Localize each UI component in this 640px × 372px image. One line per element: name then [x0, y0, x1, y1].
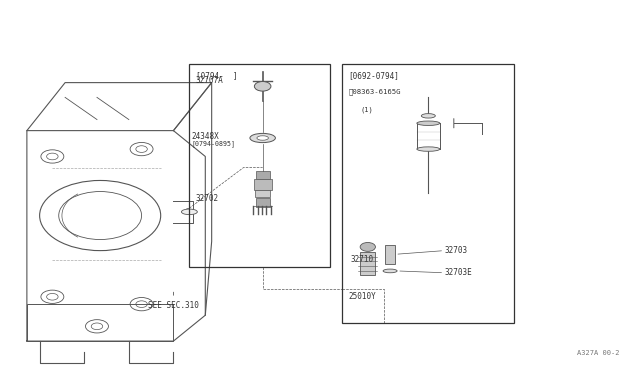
Ellipse shape: [181, 209, 197, 215]
Bar: [255, 171, 269, 179]
Text: Ⓢ08363-6165G: Ⓢ08363-6165G: [349, 88, 401, 95]
Text: 25010Y: 25010Y: [349, 292, 376, 301]
Text: 32707A: 32707A: [196, 76, 223, 85]
Ellipse shape: [417, 147, 440, 151]
Bar: [253, 179, 271, 190]
Bar: [27, 304, 173, 341]
Text: 32703E: 32703E: [444, 268, 472, 277]
Text: [0692-0794]: [0692-0794]: [349, 71, 399, 81]
Text: 32703: 32703: [444, 246, 467, 255]
Circle shape: [254, 81, 271, 91]
Text: A327A 00-2: A327A 00-2: [577, 350, 620, 356]
Text: 32710: 32710: [351, 255, 374, 264]
Bar: [255, 198, 269, 207]
Bar: [255, 190, 270, 197]
Bar: [385, 245, 395, 263]
Text: SEE SEC.310: SEE SEC.310: [148, 292, 199, 310]
Ellipse shape: [383, 269, 397, 273]
Bar: [360, 253, 376, 275]
Text: [0794-0895]: [0794-0895]: [191, 140, 236, 147]
Text: (1): (1): [360, 107, 373, 113]
Circle shape: [360, 243, 376, 251]
Ellipse shape: [257, 136, 268, 140]
Text: 32702: 32702: [196, 195, 219, 203]
Ellipse shape: [421, 113, 435, 118]
Ellipse shape: [417, 121, 440, 125]
Text: [0794-  ]: [0794- ]: [196, 71, 237, 81]
Ellipse shape: [250, 134, 275, 142]
Text: 24348X: 24348X: [191, 132, 219, 141]
